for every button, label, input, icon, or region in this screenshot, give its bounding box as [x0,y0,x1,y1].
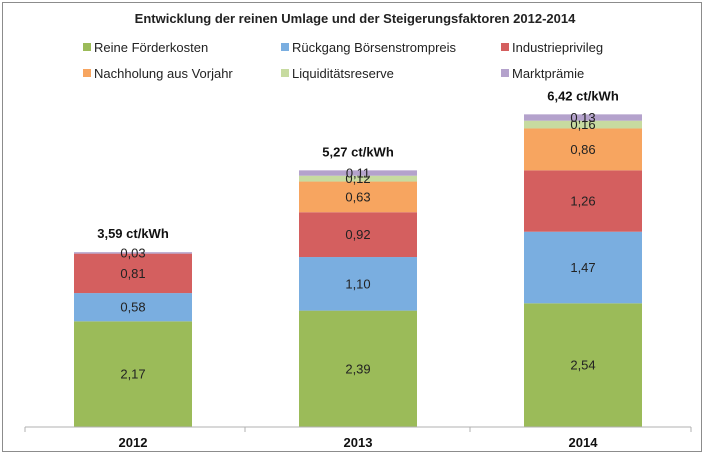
bar-segment-rueckgang-boersenstrompreis-2013 [299,257,417,311]
stacked-bar-chart: Entwicklung der reinen Umlage und der St… [24,11,692,450]
legend-swatch [281,69,289,77]
data-label: 1,26 [570,194,595,209]
legend-label: Marktprämie [512,66,584,81]
category-label-2013: 2013 [344,435,373,450]
legend: Reine Förderkosten Rückgang Börsenstrompr… [83,40,603,81]
legend-label: Rückgang Börsenstrompreis [292,40,457,55]
bar-segment-reine-foerderkosten-2014 [524,303,642,427]
legend-swatch [83,43,91,51]
bar-segment-reine-foerderkosten-2013 [299,310,417,427]
data-label: 0,92 [345,227,370,242]
data-label: 1,10 [345,276,370,291]
bar-segment-industrieprivileg-2013 [299,212,417,258]
bar-segment-liquiditaetsreserve-2014 [524,120,642,129]
legend-item-reine-foerderkosten: Reine Förderkosten [83,40,208,55]
data-label: 0,86 [570,142,595,157]
data-label: 0,63 [345,189,370,204]
bar-segment-industrieprivileg-2014 [524,170,642,232]
bar-segment-liquiditaetsreserve-2013 [299,175,417,182]
legend-swatch [83,69,91,77]
bar-stack-2014: 2,54 1,47 1,26 0,86 0,160,13 6,42 ct/kWh [524,88,642,427]
data-label: 0,58 [120,300,145,315]
data-label: 0,11 [346,166,370,181]
data-label: 2,39 [345,361,370,376]
legend-item-nachholung-aus-vorjahr: Nachholung aus Vorjahr [83,66,233,81]
category-label-2014: 2014 [569,435,599,450]
legend-swatch [281,43,289,51]
legend-label: Reine Förderkosten [94,40,208,55]
legend-item-rueckgang-boersenstrompreis: Rückgang Börsenstrompreis [281,40,457,55]
chart-frame: Entwicklung der reinen Umlage und der St… [2,2,702,452]
bar-segment-rueckgang-boersenstrompreis-2014 [524,231,642,304]
bar-segment-marktpraemie-2012 [74,252,192,254]
legend-swatch [501,69,509,77]
bar-segment-industrieprivileg-2012 [74,253,192,294]
data-label: 0,81 [120,266,145,281]
data-label: 1,47 [570,260,595,275]
data-label: 2,54 [570,358,595,373]
bar-stack-2013: 2,391,100,920,630,120,115,27 ct/kWh [299,144,417,427]
legend-item-marktpraemie: Marktprämie [501,66,584,81]
bar-segment-rueckgang-boersenstrompreis-2012 [74,293,192,322]
bar-stack-2012: 2,17 0,58 0,81 0,03 3,59 ct/kWh [74,226,192,427]
legend-label: Industrieprivileg [512,40,603,55]
bars: 2,17 0,58 0,81 0,03 3,59 ct/kWh 2,39 1,10 0,92 0… [74,88,642,427]
legend-item-industrieprivileg: Industrieprivileg [501,40,603,55]
bar-segment-marktpraemie-2013 [299,170,417,176]
bar-segment-marktpraemie-2014 [524,114,642,121]
data-label: 2,17 [120,367,145,382]
total-label-2013: 5,27 ct/kWh [322,144,394,159]
legend-label: Liquiditätsreserve [292,66,394,81]
data-label: 0,03 [120,245,145,260]
bar-segment-reine-foerderkosten-2012 [74,321,192,427]
legend-label: Nachholung aus Vorjahr [94,66,233,81]
legend-swatch [501,43,509,51]
bar-segment-nachholung-aus-vorjahr-2014 [524,128,642,171]
total-label-2014: 6,42 ct/kWh [547,88,619,103]
total-label-2012: 3,59 ct/kWh [97,226,169,241]
bar-segment-nachholung-aus-vorjahr-2013 [299,181,417,213]
category-label-2012: 2012 [119,435,148,450]
data-label: 0,13 [570,110,595,125]
category-labels: 2012 2013 2014 [24,427,692,450]
chart-title: Entwicklung der reinen Umlage und der St… [135,11,576,26]
data-label: 0,16 [570,117,595,132]
legend-item-liquiditaetsreserve: Liquiditätsreserve [281,66,394,81]
